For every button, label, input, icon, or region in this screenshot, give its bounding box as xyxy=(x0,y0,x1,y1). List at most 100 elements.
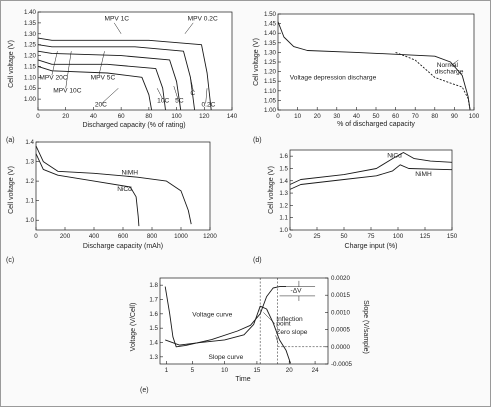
panel-d-annotation: NiCd xyxy=(387,152,402,159)
panel-d-xtick-label: 75 xyxy=(368,233,375,240)
panel-a-annotation: 5C xyxy=(175,97,184,104)
panel-a-ytick-label: 1.00 xyxy=(24,96,37,103)
panel-a-series-line xyxy=(37,37,212,111)
panel-a-arrow xyxy=(184,22,194,34)
panel-d-xtick-label: 0 xyxy=(288,233,292,240)
panel-a-ytick-label: 1.10 xyxy=(24,74,37,81)
panel-e-y2tick-label: 0.0000 xyxy=(331,344,350,351)
panel-d-plot-area xyxy=(289,149,453,231)
panel-e-ylabel: Voltage (V/Cell) xyxy=(130,303,137,352)
panel-b-annotation: Voltage depression discharge xyxy=(290,74,377,81)
panel-a-xtick-label: 100 xyxy=(171,113,182,120)
panel-c-ytick-label: 1.1 xyxy=(25,198,34,205)
panel-e-annotation: Inflection xyxy=(276,316,303,323)
panel-d-annotation: NiMH xyxy=(415,171,432,178)
panel-a-plot-area xyxy=(37,11,233,111)
panel-d-xtick-label: 100 xyxy=(393,233,404,240)
panel-c-xtick-label: 600 xyxy=(118,233,129,240)
panel-a-arrow xyxy=(51,51,58,76)
panel-e-xtick-label: 15 xyxy=(253,367,260,374)
panel-b-xtick-label: 30 xyxy=(333,113,340,120)
panel-b-xtick-label: 50 xyxy=(373,113,380,120)
panel-a-ytick-label: 1.35 xyxy=(24,20,37,27)
panel-a-ytick-label: 1.30 xyxy=(24,31,37,38)
panel-d-xtick-label: 25 xyxy=(314,233,321,240)
panel-d-series-line xyxy=(289,152,453,185)
panel-a-xtick-label: 80 xyxy=(145,113,152,120)
panel-d-ytick-label: 1.5 xyxy=(279,165,288,172)
panel-a-annotation: 0.2C xyxy=(202,102,216,109)
panel-d-ytick-label: 1.6 xyxy=(279,153,288,160)
panel-b-ytick-label: 1.15 xyxy=(264,78,277,85)
panel-e-annotation: -ΔV xyxy=(291,287,303,294)
panel-b-xtick-label: 0 xyxy=(276,113,280,120)
panel-a-xtick-label: 140 xyxy=(227,113,238,120)
panel-c-xtick-label: 1000 xyxy=(174,233,188,240)
panel-a-ytick-label: 1.05 xyxy=(24,85,37,92)
panel-a-xtick-label: 0 xyxy=(36,113,40,120)
panel-a-xtick-label: 120 xyxy=(199,113,210,120)
panel-a-series-line xyxy=(37,65,153,111)
panel-a-ylabel: Cell voltage (V) xyxy=(8,40,15,88)
panel-c-chart: Cell voltage (V) Discharge capacity (mAh… xyxy=(6,166,163,264)
panel-e-xlabel: Time xyxy=(235,376,250,383)
panel-a-tag: (a) xyxy=(6,137,15,144)
panel-c-annotation: NiMH xyxy=(122,169,139,176)
panel-a-annotation: MPV 0.2C xyxy=(188,16,218,23)
panel-e-annotation: Zero slope xyxy=(276,329,307,336)
panel-c-series-line xyxy=(35,153,140,227)
panel-b-xlabel: % of discharged capacity xyxy=(337,121,415,128)
panel-e-y2tick-label: 0.0005 xyxy=(331,327,350,334)
panel-b-ytick-label: 1.30 xyxy=(264,49,277,56)
panel-e-annotation: point xyxy=(276,320,290,327)
panel-d-xtick-label: 50 xyxy=(341,233,348,240)
panel-a-annotation: MPV 5C xyxy=(91,75,116,82)
panel-a-series-line xyxy=(37,50,182,111)
panel-b-xtick-label: 60 xyxy=(392,113,399,120)
panel-d-ytick-label: 1.2 xyxy=(279,202,288,209)
panel-c-ylabel: Cell voltage (V) xyxy=(8,166,15,214)
panel-d-xtick-label: 125 xyxy=(420,233,431,240)
panel-d-ytick-label: 1.0 xyxy=(279,227,288,234)
panel-a-annotation: 10C xyxy=(157,97,169,104)
panel-b-xtick-label: 70 xyxy=(412,113,419,120)
panel-a-arrow xyxy=(101,88,119,104)
panel-e-xtick-label: 1 xyxy=(165,367,169,374)
panel-a-annotation: MPV 20C xyxy=(39,75,67,82)
panel-e-inflection-arrow xyxy=(263,312,276,325)
panel-d-ytick-label: 1.1 xyxy=(279,215,288,222)
panel-a-arrow xyxy=(98,51,105,76)
panel-e-y2tick-label: 0.0020 xyxy=(331,275,350,282)
panel-e-ytick-label: 1.6 xyxy=(149,311,158,318)
panel-e-ytick-label: 1.8 xyxy=(149,282,158,289)
panel-a-series-line xyxy=(37,44,196,111)
panel-d-xtick-label: 150 xyxy=(447,233,458,240)
panel-b-ytick-label: 1.45 xyxy=(264,21,277,28)
panel-a-annotation: C xyxy=(190,90,195,97)
panel-e-ytick-label: 1.7 xyxy=(149,297,158,304)
panel-e-xtick-label: 10 xyxy=(221,367,228,374)
panel-c-xtick-label: 0 xyxy=(34,233,38,240)
panel-e-xtick-label: 5 xyxy=(191,367,195,374)
panel-a-ytick-label: 1.25 xyxy=(24,42,37,49)
panel-b-plot-area xyxy=(277,13,475,111)
panel-b-xtick-label: 40 xyxy=(353,113,360,120)
panel-a-arrow xyxy=(156,88,163,100)
panel-d-ytick-label: 1.4 xyxy=(279,178,288,185)
panel-a-arrow xyxy=(190,77,194,91)
panel-e-ytick-label: 1.4 xyxy=(149,340,158,347)
panel-c-xtick-label: 200 xyxy=(60,233,71,240)
panel-a-xtick-label: 60 xyxy=(118,113,125,120)
panel-b-ytick-label: 1.10 xyxy=(264,88,277,95)
panel-d-chart: Cell voltage (V) Charge input (%) (d) xyxy=(253,166,397,264)
panel-c-ytick-label: 1.0 xyxy=(25,217,34,224)
panel-b-ytick-label: 1.05 xyxy=(264,97,277,104)
panel-c-xtick-label: 800 xyxy=(147,233,158,240)
panel-a-arrow xyxy=(173,85,179,100)
panel-b-xtick-label: 100 xyxy=(469,113,480,120)
panel-a-annotation: 20C xyxy=(95,102,107,109)
panel-b-ytick-label: 1.40 xyxy=(264,30,277,37)
panel-a-arrow xyxy=(114,22,122,34)
panel-c-ytick-label: 1.4 xyxy=(25,139,34,146)
